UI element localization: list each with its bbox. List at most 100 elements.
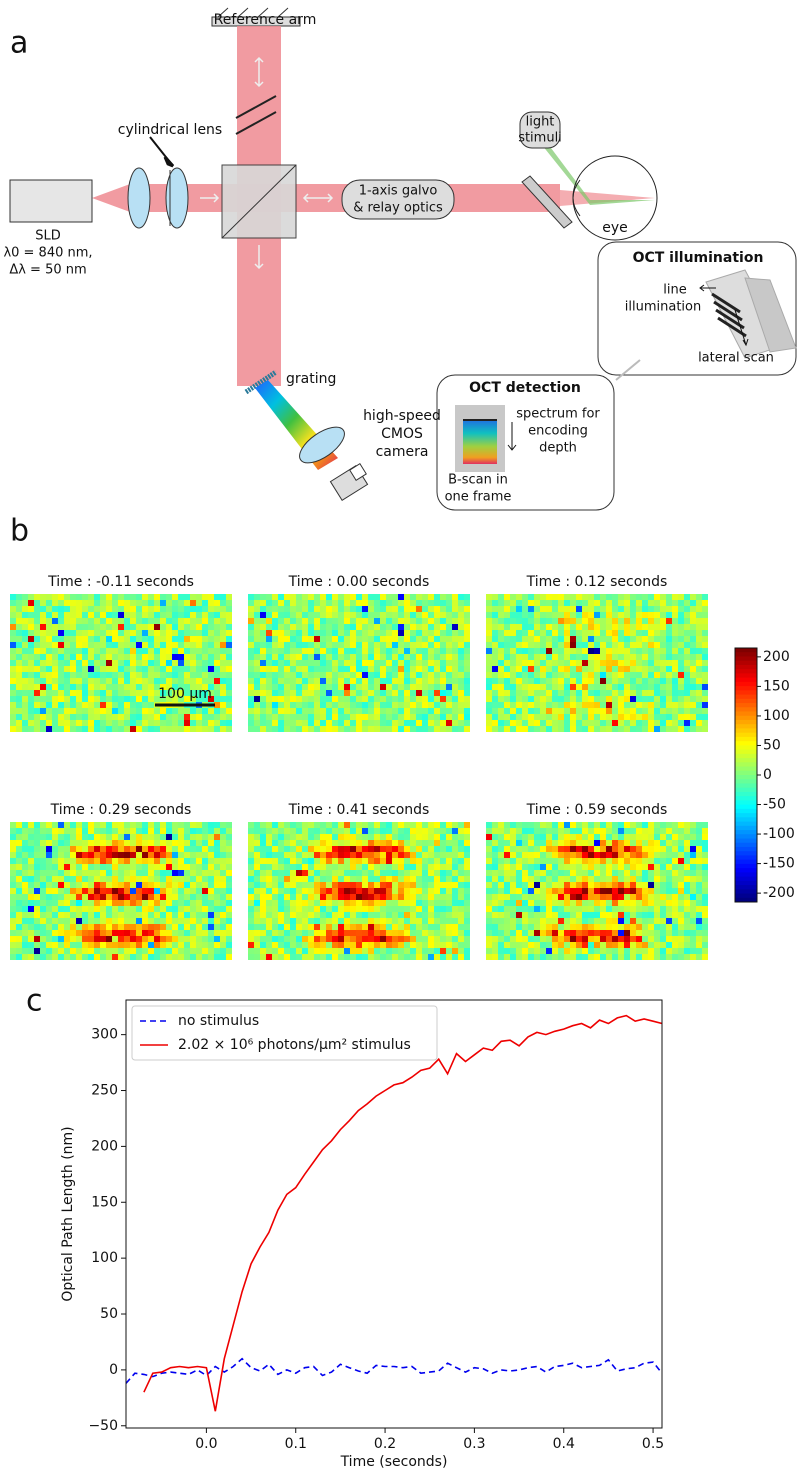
map-cell bbox=[576, 648, 582, 654]
map-cell bbox=[368, 660, 374, 666]
map-cell bbox=[696, 636, 702, 642]
map-cell bbox=[10, 648, 16, 654]
map-cell bbox=[624, 864, 630, 870]
map-cell bbox=[702, 660, 708, 666]
map-cell bbox=[40, 624, 46, 630]
map-cell bbox=[642, 828, 648, 834]
map-cell bbox=[34, 648, 40, 654]
map-cell bbox=[136, 720, 142, 726]
map-cell bbox=[344, 714, 350, 720]
map-cell bbox=[272, 834, 278, 840]
map-cell bbox=[226, 618, 232, 624]
map-cell bbox=[702, 612, 708, 618]
map-cell bbox=[410, 912, 416, 918]
map-cell bbox=[374, 822, 380, 828]
map-cell bbox=[392, 624, 398, 630]
map-cell bbox=[452, 840, 458, 846]
map-cell bbox=[498, 864, 504, 870]
map-cell bbox=[588, 870, 594, 876]
map-cell bbox=[130, 720, 136, 726]
map-cell bbox=[362, 918, 368, 924]
map-cell bbox=[624, 678, 630, 684]
map-cell bbox=[660, 888, 666, 894]
map-cell bbox=[308, 630, 314, 636]
map-cell bbox=[302, 870, 308, 876]
map-cell bbox=[362, 888, 368, 894]
map-cell bbox=[486, 870, 492, 876]
map-cell bbox=[302, 942, 308, 948]
map-cell bbox=[344, 708, 350, 714]
map-cell bbox=[136, 678, 142, 684]
map-cell bbox=[40, 600, 46, 606]
map-cell bbox=[16, 954, 22, 960]
map-cell bbox=[368, 948, 374, 954]
map-cell bbox=[326, 846, 332, 852]
map-cell bbox=[440, 822, 446, 828]
map-cell bbox=[52, 648, 58, 654]
map-cell bbox=[154, 906, 160, 912]
map-cell bbox=[528, 678, 534, 684]
map-cell bbox=[254, 858, 260, 864]
map-cell bbox=[642, 642, 648, 648]
map-cell bbox=[434, 666, 440, 672]
map-cell bbox=[576, 684, 582, 690]
map-cell bbox=[76, 636, 82, 642]
map-cell bbox=[266, 594, 272, 600]
map-cell bbox=[118, 912, 124, 918]
map-cell bbox=[528, 594, 534, 600]
map-cell bbox=[154, 654, 160, 660]
map-cell bbox=[82, 942, 88, 948]
map-cell bbox=[534, 690, 540, 696]
map-cell bbox=[636, 912, 642, 918]
map-cell bbox=[416, 906, 422, 912]
map-cell bbox=[248, 684, 254, 690]
map-cell bbox=[136, 624, 142, 630]
map-cell bbox=[464, 930, 470, 936]
map-cell bbox=[28, 648, 34, 654]
map-cell bbox=[184, 858, 190, 864]
map-cell bbox=[332, 684, 338, 690]
map-cell bbox=[582, 834, 588, 840]
map-cell bbox=[34, 888, 40, 894]
map-cell bbox=[570, 690, 576, 696]
map-cell bbox=[678, 678, 684, 684]
map-cell bbox=[380, 606, 386, 612]
map-cell bbox=[564, 666, 570, 672]
map-cell bbox=[88, 618, 94, 624]
map-cell bbox=[690, 906, 696, 912]
map-cell bbox=[112, 606, 118, 612]
map-cell bbox=[28, 864, 34, 870]
map-cell bbox=[208, 642, 214, 648]
map-cell bbox=[362, 912, 368, 918]
map-cell bbox=[458, 846, 464, 852]
map-cell bbox=[338, 906, 344, 912]
map-cell bbox=[410, 936, 416, 942]
map-cell bbox=[498, 852, 504, 858]
map-cell bbox=[546, 648, 552, 654]
map-cell bbox=[106, 864, 112, 870]
map-cell bbox=[350, 720, 356, 726]
map-cell bbox=[690, 666, 696, 672]
map-cell bbox=[452, 612, 458, 618]
map-cell bbox=[308, 858, 314, 864]
map-cell bbox=[94, 708, 100, 714]
map-cell bbox=[202, 822, 208, 828]
map-cell bbox=[630, 870, 636, 876]
map-cell bbox=[118, 684, 124, 690]
map-cell bbox=[118, 876, 124, 882]
map-cell bbox=[46, 678, 52, 684]
map-cell bbox=[552, 864, 558, 870]
map-cell bbox=[28, 612, 34, 618]
map-cell bbox=[374, 630, 380, 636]
map-cell bbox=[398, 702, 404, 708]
map-cell bbox=[552, 870, 558, 876]
map-cell bbox=[446, 828, 452, 834]
map-cell bbox=[546, 684, 552, 690]
map-cell bbox=[16, 708, 22, 714]
map-cell bbox=[178, 906, 184, 912]
map-cell bbox=[702, 822, 708, 828]
map-cell bbox=[22, 684, 28, 690]
map-cell bbox=[344, 876, 350, 882]
map-cell bbox=[290, 918, 296, 924]
map-cell bbox=[202, 846, 208, 852]
